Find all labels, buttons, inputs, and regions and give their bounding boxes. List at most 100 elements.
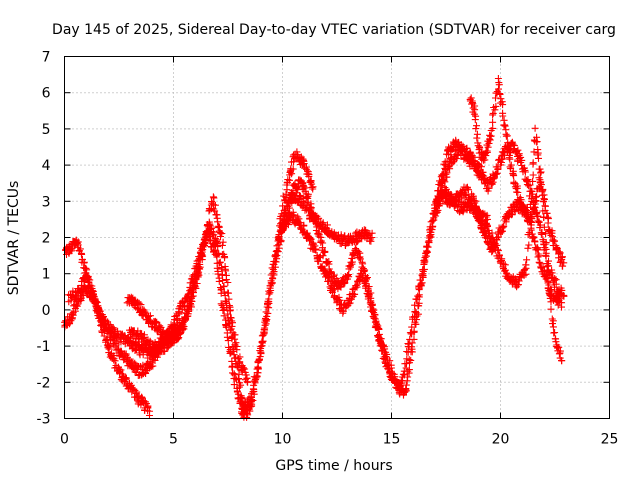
data-point <box>491 106 499 114</box>
data-point <box>482 229 490 237</box>
chart-title: Day 145 of 2025, Sidereal Day-to-day VTE… <box>52 22 616 38</box>
data-point <box>355 254 363 262</box>
data-point <box>381 345 389 353</box>
data-point <box>472 197 480 205</box>
data-point <box>492 102 500 110</box>
data-point <box>446 165 454 173</box>
data-point <box>527 210 534 218</box>
data-point <box>525 182 533 190</box>
data-point <box>514 146 522 154</box>
data-point <box>153 318 161 326</box>
data-point <box>220 282 228 290</box>
data-point <box>271 263 279 271</box>
data-point <box>552 338 560 346</box>
y-tick-label: 2 <box>42 231 51 247</box>
data-point <box>560 291 568 299</box>
data-point <box>538 229 546 237</box>
data-point <box>386 357 394 365</box>
data-point <box>504 139 512 147</box>
data-point <box>407 356 415 364</box>
data-point <box>528 187 536 195</box>
data-point <box>220 288 228 296</box>
data-point <box>556 294 564 302</box>
data-point <box>362 281 370 289</box>
data-point <box>514 189 522 196</box>
data-point <box>223 304 231 312</box>
data-point <box>514 157 522 165</box>
data-series <box>61 75 568 421</box>
data-point <box>135 299 143 307</box>
data-point <box>236 358 244 366</box>
x-tick-label: 5 <box>169 432 178 448</box>
data-point <box>224 310 232 318</box>
data-point <box>535 154 542 162</box>
data-point <box>312 218 320 226</box>
data-point <box>216 258 224 266</box>
data-point <box>547 305 555 313</box>
data-point <box>540 223 548 231</box>
data-point <box>553 244 561 252</box>
data-point <box>499 101 507 109</box>
data-point <box>214 270 222 278</box>
x-tick-label: 25 <box>601 432 619 448</box>
data-point <box>501 121 509 129</box>
data-point <box>170 339 178 347</box>
data-point <box>82 269 90 277</box>
data-point <box>291 180 299 188</box>
x-tick-label: 15 <box>383 432 401 448</box>
data-point <box>491 240 499 248</box>
data-point <box>210 228 217 236</box>
data-point <box>111 357 119 365</box>
data-point <box>549 323 557 331</box>
data-point <box>77 286 85 294</box>
data-point <box>415 299 423 307</box>
data-point <box>351 290 359 298</box>
data-point <box>315 214 323 222</box>
data-point <box>423 248 431 256</box>
data-point <box>353 283 361 291</box>
data-point <box>142 370 150 377</box>
data-point <box>71 307 79 315</box>
data-point <box>140 331 148 339</box>
data-point <box>446 201 454 209</box>
data-point <box>464 186 472 194</box>
data-point <box>532 197 540 205</box>
data-point <box>265 290 273 298</box>
data-point <box>109 324 117 332</box>
data-point <box>405 366 413 374</box>
data-point <box>508 211 516 219</box>
data-point <box>319 219 327 227</box>
data-point <box>519 201 527 209</box>
data-point <box>210 194 218 202</box>
data-point <box>261 326 269 334</box>
y-tick-label: 3 <box>42 194 51 210</box>
data-point <box>213 264 221 272</box>
data-point <box>420 265 428 273</box>
data-point <box>542 245 550 253</box>
data-point <box>233 387 241 395</box>
data-point <box>558 299 566 307</box>
data-point <box>234 364 242 372</box>
data-point <box>220 312 228 320</box>
data-point <box>274 248 282 256</box>
data-point <box>422 249 430 257</box>
data-point <box>522 270 530 278</box>
data-point <box>521 208 529 216</box>
data-point <box>473 204 481 212</box>
data-point <box>552 280 560 288</box>
data-point <box>536 221 544 229</box>
data-point <box>264 309 272 317</box>
data-point <box>476 214 484 222</box>
data-point <box>307 235 315 243</box>
data-point <box>215 259 223 267</box>
data-point <box>122 375 130 383</box>
data-point <box>258 338 266 346</box>
data-point <box>555 343 563 351</box>
data-point <box>506 155 514 163</box>
data-point <box>275 232 283 240</box>
data-point <box>551 329 559 336</box>
data-point <box>540 198 548 206</box>
data-point <box>221 292 229 300</box>
data-point <box>131 347 139 354</box>
data-point <box>463 184 471 192</box>
